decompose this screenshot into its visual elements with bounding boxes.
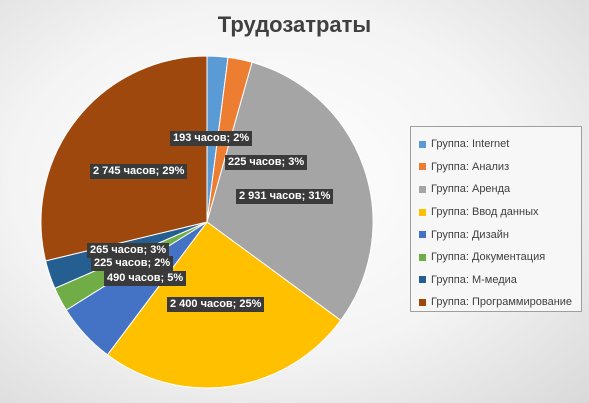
legend: Группа: Internet Группа: Анализ Группа: Ар… — [410, 126, 582, 312]
legend-swatch-icon — [419, 140, 426, 148]
legend-swatch-icon — [419, 208, 426, 216]
data-label-1: 225 часов; 3% — [225, 155, 308, 170]
chart-title: Трудозатраты — [217, 12, 372, 37]
legend-label: Группа: Аренда — [431, 183, 511, 196]
data-label-3: 2 400 часов; 25% — [167, 297, 265, 312]
legend-swatch-icon — [419, 185, 426, 193]
data-label-2: 2 931 часов; 31% — [236, 189, 334, 204]
legend-swatch-icon — [419, 276, 426, 284]
legend-label: Группа: Анализ — [431, 160, 510, 173]
legend-swatch-icon — [419, 298, 426, 306]
legend-item-4: Группа: Дизайн — [419, 223, 581, 246]
legend-swatch-icon — [419, 231, 426, 239]
legend-label: Группа: Программирование — [431, 296, 573, 309]
legend-item-6: Группа: М-медиа — [419, 269, 581, 292]
legend-label: Группа: Internet — [431, 138, 510, 151]
data-label-6: 265 часов; 3% — [87, 243, 170, 258]
legend-item-7: Группа: Программирование — [419, 291, 581, 314]
legend-label: Группа: Ввод данных — [431, 206, 539, 219]
legend-swatch-icon — [419, 253, 426, 261]
legend-item-2: Группа: Аренда — [419, 178, 581, 201]
data-label-7: 2 745 часов; 29% — [90, 164, 188, 179]
legend-item-0: Группа: Internet — [419, 133, 581, 156]
data-label-0: 193 часов; 2% — [170, 131, 253, 146]
legend-swatch-icon — [419, 163, 426, 171]
legend-item-5: Группа: Документация — [419, 246, 581, 269]
legend-item-3: Группа: Ввод данных — [419, 201, 581, 224]
pie-slice-7 — [40, 55, 208, 262]
data-label-4: 490 часов; 5% — [104, 271, 187, 286]
legend-label: Группа: М-медиа — [431, 273, 517, 286]
legend-item-1: Группа: Анализ — [419, 156, 581, 179]
legend-label: Группа: Дизайн — [431, 228, 509, 241]
data-label-5: 225 часов; 2% — [91, 256, 174, 271]
legend-label: Группа: Документация — [431, 251, 546, 264]
